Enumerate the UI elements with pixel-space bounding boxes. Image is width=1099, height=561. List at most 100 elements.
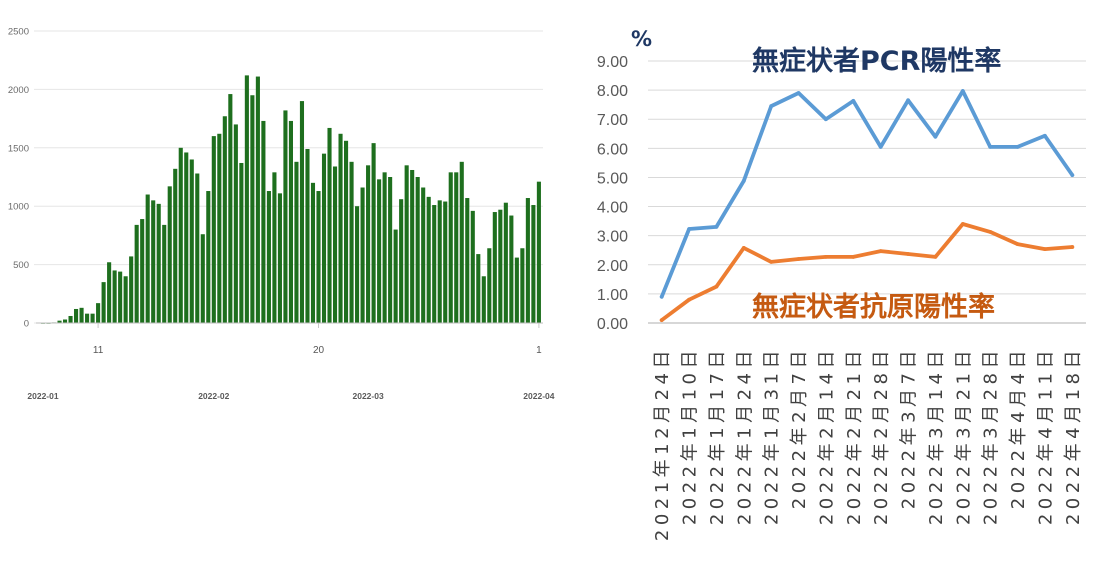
right-x-tick-label: 2022年1月24日 xyxy=(734,346,755,525)
y-unit-label: % xyxy=(631,27,652,51)
right-y-tick-label: 8.00 xyxy=(597,83,628,100)
positivity-rate-line-chart: 0.00 1.00 2.00 3.00 4.00 5.00 6.00 7.00 8.00 9.00… xyxy=(597,27,1086,541)
right-y-tick-label: 3.00 xyxy=(597,229,628,246)
pcr-positivity-point xyxy=(878,145,883,149)
right-x-tick-label: 2022年1月31日 xyxy=(762,346,783,525)
pcr-positivity-point xyxy=(796,91,801,95)
bar xyxy=(167,186,172,323)
bar xyxy=(112,270,117,323)
bar xyxy=(266,191,271,323)
left-month-label: 2022-03 xyxy=(352,391,383,401)
pcr-positivity-point xyxy=(960,89,965,93)
pcr-positivity-point xyxy=(933,134,938,139)
bar xyxy=(134,224,139,323)
right-grid-layer xyxy=(648,60,1086,324)
pcr-positivity-point xyxy=(1015,145,1020,149)
antigen-positivity-point xyxy=(960,222,965,226)
antigen-positivity-line xyxy=(659,222,1075,323)
bar xyxy=(288,120,293,323)
antigen-positivity-point xyxy=(1043,247,1047,252)
left-y-tick-label: 500 xyxy=(13,260,29,271)
bar xyxy=(68,315,73,323)
bar xyxy=(377,179,382,323)
bar xyxy=(184,152,189,323)
pcr-positivity-point xyxy=(659,294,664,299)
bar xyxy=(371,143,376,323)
antigen-positivity-point xyxy=(741,246,746,250)
antigen-positivity-point xyxy=(824,255,828,259)
bar xyxy=(393,229,398,323)
bar xyxy=(448,172,453,323)
pcr-positivity-point xyxy=(851,99,856,103)
right-y-tick-label: 9.00 xyxy=(597,54,628,71)
bar xyxy=(129,256,134,323)
antigen-positivity-point xyxy=(796,257,801,261)
right-x-tick-label: 2022年2月14日 xyxy=(816,346,837,525)
bar xyxy=(107,262,112,323)
left-x-tick-label: 1 xyxy=(536,345,542,356)
right-y-tick-label: 4.00 xyxy=(597,200,628,217)
antigen-positivity-point xyxy=(1070,245,1075,249)
bar xyxy=(410,169,415,323)
antigen-positivity-point xyxy=(906,252,910,256)
right-x-tick-label: 2022年2月28日 xyxy=(871,346,892,525)
bar xyxy=(173,168,178,323)
bar xyxy=(85,313,90,323)
right-x-tick-label: 2022年3月7日 xyxy=(899,346,920,509)
right-x-tick-label: 2022年1月10日 xyxy=(680,346,701,525)
bar xyxy=(332,166,338,323)
bar xyxy=(74,308,79,323)
left-month-label: 2022-04 xyxy=(523,391,554,401)
bar xyxy=(382,172,387,323)
antigen-positivity-point xyxy=(659,318,664,322)
bar xyxy=(233,124,238,323)
bar xyxy=(211,136,216,323)
pcr-positivity-point xyxy=(824,117,828,122)
right-y-tick-label: 0.00 xyxy=(597,316,628,333)
bar xyxy=(421,187,426,323)
right-x-tick-label: 2022年2月21日 xyxy=(844,346,865,525)
bar xyxy=(338,133,343,323)
bar xyxy=(222,116,227,323)
bar xyxy=(206,191,211,323)
bar xyxy=(316,191,321,323)
bar xyxy=(200,234,205,323)
bar xyxy=(299,101,305,323)
bar xyxy=(487,248,492,323)
pcr-positivity-point xyxy=(741,179,746,183)
pcr-positivity-point xyxy=(906,98,910,103)
bar xyxy=(123,276,128,323)
bar xyxy=(531,205,536,323)
bar xyxy=(310,182,316,323)
left-month-label: 2022-02 xyxy=(198,391,229,401)
bar xyxy=(520,248,525,323)
bar xyxy=(432,205,437,323)
bar xyxy=(79,307,84,323)
right-x-tick-label: 2022年3月21日 xyxy=(953,346,974,525)
right-x-tick-label: 2022年3月28日 xyxy=(981,346,1002,525)
bar xyxy=(140,219,145,323)
right-lines-layer xyxy=(659,89,1075,323)
bar xyxy=(388,177,393,323)
bar xyxy=(156,203,161,323)
bar xyxy=(162,224,167,323)
bar xyxy=(327,127,332,323)
bar xyxy=(355,206,360,323)
right-y-tick-label: 1.00 xyxy=(597,287,628,304)
bar xyxy=(305,148,310,323)
left-axis-layer: 0 500 1000 1500 2000 2500 11 20 1 2022-01 2022-02 2… xyxy=(8,27,555,402)
antigen-positivity-point xyxy=(988,230,993,234)
bar xyxy=(454,172,459,323)
antigen-positivity-point xyxy=(851,255,856,259)
daily-cases-bar-chart: 0 500 1000 1500 2000 2500 11 20 1 2022-01 2022-02 2… xyxy=(8,27,555,402)
left-month-label: 2022-01 xyxy=(27,391,58,401)
bar xyxy=(244,75,249,323)
bar xyxy=(525,198,530,323)
pcr-positivity-point xyxy=(1043,133,1047,138)
bar xyxy=(459,161,464,323)
pcr-positivity-point xyxy=(1070,173,1075,178)
left-y-tick-label: 1500 xyxy=(8,143,29,154)
bar xyxy=(360,187,365,323)
bar xyxy=(514,257,519,323)
